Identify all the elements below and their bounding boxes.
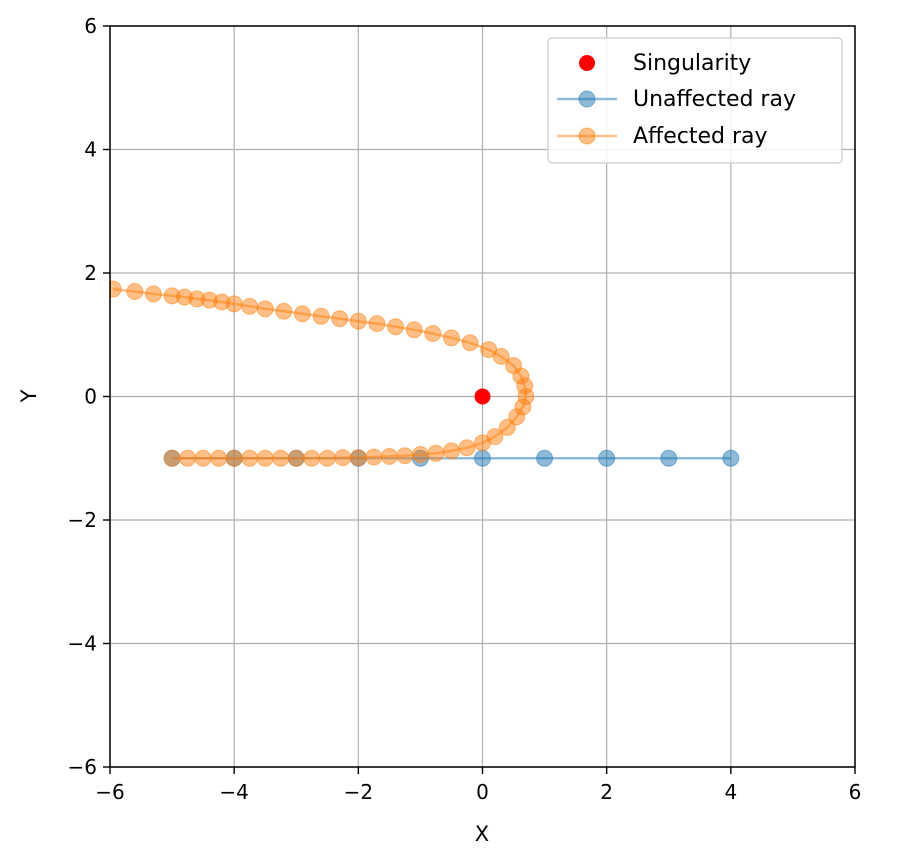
data-point <box>427 444 445 462</box>
legend-label: Singularity <box>633 51 751 76</box>
data-point <box>660 449 678 467</box>
data-point <box>210 449 228 467</box>
data-point <box>275 302 293 320</box>
data-point <box>458 439 476 457</box>
y-tick-label: −6 <box>68 755 97 779</box>
data-point <box>368 315 386 333</box>
data-point <box>163 287 181 305</box>
data-point <box>442 442 460 460</box>
data-point <box>331 310 349 328</box>
data-point <box>411 446 429 464</box>
data-point <box>461 334 479 352</box>
series-singularity <box>474 388 491 405</box>
legend-marker <box>578 127 596 145</box>
data-point <box>179 449 197 467</box>
data-point <box>293 305 311 323</box>
data-point <box>442 329 460 347</box>
data-point <box>387 318 405 336</box>
data-point <box>334 449 352 467</box>
data-point <box>256 449 274 467</box>
data-point <box>272 449 290 467</box>
data-point <box>163 449 181 467</box>
x-tick-label: −4 <box>219 780 248 804</box>
y-tick-label: 6 <box>84 14 97 38</box>
data-point <box>303 449 321 467</box>
data-point <box>474 449 491 467</box>
data-point <box>349 449 367 467</box>
legend-label: Unaffected ray <box>633 87 796 112</box>
legend-label: Affected ray <box>633 124 768 149</box>
data-point <box>486 428 504 446</box>
legend-box <box>547 37 843 164</box>
legend: Singularity Unaffected ray Affected ray <box>547 37 843 164</box>
x-ticks: −6 −4 −2 0 2 4 6 <box>95 767 861 804</box>
data-point <box>110 280 122 298</box>
x-tick-label: 6 <box>849 780 862 804</box>
data-point <box>505 357 523 375</box>
data-point <box>405 321 423 339</box>
data-point <box>474 388 491 405</box>
x-axis-label: X <box>475 822 489 846</box>
data-point <box>241 449 259 467</box>
data-point <box>722 449 740 467</box>
x-tick-label: 2 <box>600 780 613 804</box>
data-point <box>380 447 398 465</box>
x-tick-label: 0 <box>476 780 489 804</box>
y-tick-label: 2 <box>84 261 97 285</box>
data-point <box>287 449 305 467</box>
y-tick-label: 0 <box>84 385 97 409</box>
series-layer <box>110 280 740 467</box>
data-point <box>598 449 616 467</box>
data-point <box>396 447 414 465</box>
data-point <box>480 341 498 359</box>
y-tick-label: 4 <box>84 138 97 162</box>
x-tick-label: −6 <box>95 780 124 804</box>
y-tick-label: −2 <box>68 508 97 532</box>
data-point <box>241 297 259 315</box>
legend-marker <box>579 55 595 71</box>
x-tick-label: −2 <box>344 780 373 804</box>
data-point <box>318 449 336 467</box>
data-point <box>126 283 144 301</box>
data-point <box>365 448 383 466</box>
data-point <box>194 449 212 467</box>
data-point <box>424 325 442 343</box>
x-tick-label: 4 <box>724 780 737 804</box>
data-point <box>144 285 162 303</box>
data-point <box>312 307 330 325</box>
legend-marker <box>578 90 596 108</box>
data-point <box>349 312 367 330</box>
y-axis-label: Y <box>17 389 41 403</box>
series-affected-ray <box>110 280 535 467</box>
y-ticks: −6 −4 −2 0 2 4 6 <box>68 14 110 779</box>
data-point <box>256 300 274 318</box>
data-point <box>536 449 554 467</box>
y-tick-label: −4 <box>68 632 97 656</box>
data-point <box>225 449 243 467</box>
